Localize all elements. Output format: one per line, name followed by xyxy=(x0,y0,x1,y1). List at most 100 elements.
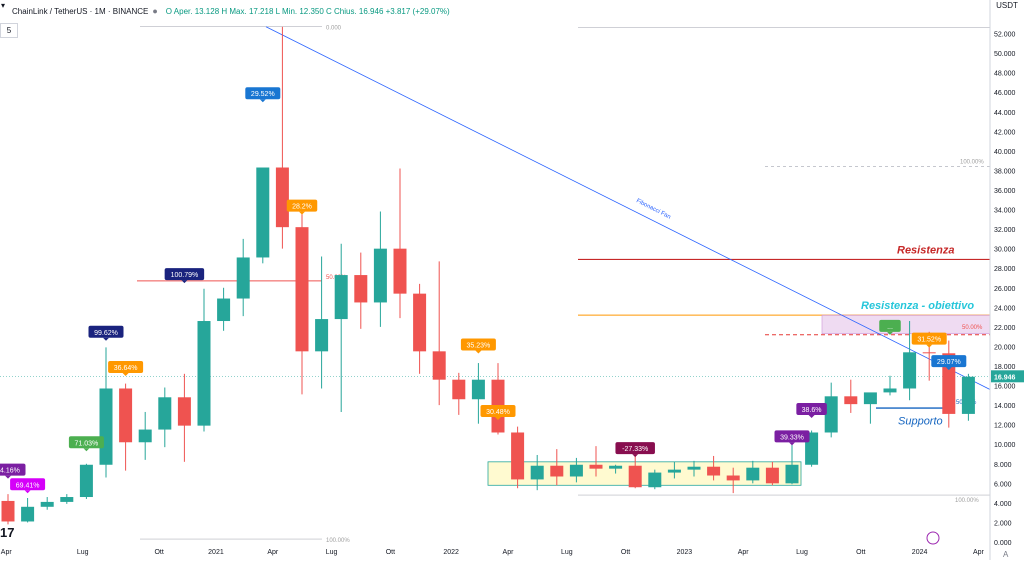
x-tick-label: Lug xyxy=(796,549,808,556)
candle-body[interactable] xyxy=(903,352,917,389)
candle-body[interactable] xyxy=(942,353,956,414)
candle-body[interactable] xyxy=(863,392,877,405)
change-label: 36.64% xyxy=(114,365,138,372)
candle-body[interactable] xyxy=(79,464,93,498)
y-tick-label: 48.000 xyxy=(994,71,1016,78)
candle-body[interactable] xyxy=(99,388,113,465)
candle-body[interactable] xyxy=(589,464,603,469)
support-label: Supporto xyxy=(898,416,943,428)
change-callout-pointer xyxy=(808,415,815,419)
candle-body[interactable] xyxy=(138,429,152,443)
candle-body[interactable] xyxy=(1,500,15,522)
symbol-title[interactable]: ChainLink / TetherUS · 1M · BINANCE xyxy=(12,6,149,16)
change-callout-pointer xyxy=(926,344,933,348)
change-label: 29.52% xyxy=(251,91,275,98)
candle-body[interactable] xyxy=(295,227,309,352)
change-label: 71.03% xyxy=(75,440,99,447)
resistance-label: Resistenza xyxy=(897,244,954,256)
fib-100-top-label: 100.00% xyxy=(960,160,984,166)
y-tick-label: 10.000 xyxy=(994,442,1016,449)
candle-body[interactable] xyxy=(550,465,564,477)
candle-body[interactable] xyxy=(256,167,270,258)
candle-body[interactable] xyxy=(961,376,975,414)
currency-label[interactable]: USDT xyxy=(996,1,1018,10)
change-callout-pointer xyxy=(887,331,893,335)
candle-body[interactable] xyxy=(667,469,681,473)
y-tick-label: 14.000 xyxy=(994,403,1016,410)
candle-body[interactable] xyxy=(628,465,642,488)
candle-body[interactable] xyxy=(824,396,838,433)
candle-body[interactable] xyxy=(471,379,485,400)
change-callout xyxy=(164,268,205,281)
y-tick-label: 8.000 xyxy=(994,462,1012,469)
x-tick-label: Ott xyxy=(621,549,630,556)
fib-50-target-label: 50.00% xyxy=(962,325,983,331)
candle-body[interactable] xyxy=(922,352,936,354)
candle-body[interactable] xyxy=(60,497,74,502)
change-callout xyxy=(879,319,901,332)
change-callout xyxy=(911,332,947,345)
change-label: 30.48% xyxy=(486,409,510,416)
candle-body[interactable] xyxy=(393,248,407,294)
event-marker-icon[interactable] xyxy=(926,531,940,545)
candle-body[interactable] xyxy=(746,467,760,481)
candle-body[interactable] xyxy=(275,167,289,228)
candle-body[interactable] xyxy=(648,472,662,488)
change-label: 99.62% xyxy=(94,330,118,337)
candle-body[interactable] xyxy=(452,379,466,400)
candle-body[interactable] xyxy=(119,388,133,443)
change-callout xyxy=(0,463,26,476)
change-callout xyxy=(774,430,810,443)
change-callout xyxy=(931,355,967,368)
y-tick-label: 0.000 xyxy=(994,540,1012,547)
candle-body[interactable] xyxy=(609,465,623,469)
y-tick-label: 12.000 xyxy=(994,423,1016,430)
candle-body[interactable] xyxy=(158,397,172,430)
x-tick-label: 2023 xyxy=(677,549,693,556)
candle-body[interactable] xyxy=(373,248,387,303)
candle-body[interactable] xyxy=(687,466,701,470)
candle-body[interactable] xyxy=(40,501,54,507)
candle-body[interactable] xyxy=(334,275,348,320)
candle-body[interactable] xyxy=(707,466,721,476)
y-tick-label: 44.000 xyxy=(994,110,1016,117)
candle-body[interactable] xyxy=(883,388,897,393)
candle-body[interactable] xyxy=(315,319,329,352)
candle-body[interactable] xyxy=(236,257,250,299)
candle-body[interactable] xyxy=(217,298,231,322)
collapse-chevron-icon[interactable]: ▾ xyxy=(1,1,6,10)
change-callout xyxy=(615,442,655,455)
ohlc-values: O Aper. 13.128 H Max. 17.218 L Min. 12.3… xyxy=(165,6,450,16)
candle-body[interactable] xyxy=(177,397,191,426)
change-label: 39.33% xyxy=(780,434,804,441)
change-callout-pointer xyxy=(103,337,109,341)
candle-body[interactable] xyxy=(785,464,799,484)
change-callout-pointer xyxy=(789,442,795,446)
candle-body[interactable] xyxy=(844,396,858,405)
symbol-legend[interactable]: ▾ ChainLink / TetherUS · 1M · BINANCE ● … xyxy=(0,0,450,22)
x-tick-label: Lug xyxy=(561,549,573,556)
y-tick-label: 38.000 xyxy=(994,168,1016,175)
candle-body[interactable] xyxy=(511,432,525,480)
y-tick-label: 2.000 xyxy=(994,520,1012,527)
candle-body[interactable] xyxy=(197,321,211,426)
candle-body[interactable] xyxy=(530,465,544,480)
candle-body[interactable] xyxy=(765,467,779,484)
candle-body[interactable] xyxy=(432,351,446,380)
change-callout-pointer xyxy=(181,280,188,284)
auto-scale-icon[interactable]: A xyxy=(1003,550,1009,559)
candle-body[interactable] xyxy=(413,293,427,352)
interval-input[interactable]: 5 xyxy=(0,23,18,38)
candle-body[interactable] xyxy=(21,506,35,522)
candle-body[interactable] xyxy=(354,275,368,303)
last-price-label: 16.946 xyxy=(994,374,1016,381)
change-callout-pointer xyxy=(299,211,305,215)
candle-body[interactable] xyxy=(569,464,583,477)
tradingview-logo-icon[interactable]: 17 xyxy=(0,525,15,540)
fib-100-right-label: 100.00% xyxy=(955,498,979,504)
candle-body[interactable] xyxy=(726,475,740,481)
fib-100-bottom-label: 100.00% xyxy=(326,538,350,544)
target-label: Resistenza - obiettivo xyxy=(861,300,974,312)
